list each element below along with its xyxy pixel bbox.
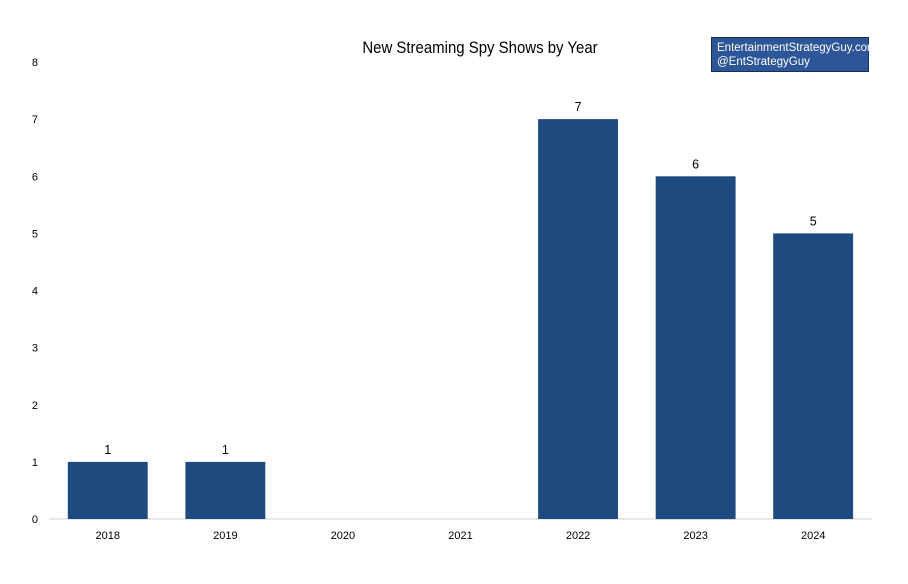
y-tick-label: 3: [32, 343, 38, 355]
data-label-2024: 5: [810, 214, 817, 228]
chart-title: New Streaming Spy Shows by Year: [362, 38, 598, 57]
bar-2019: [185, 461, 266, 519]
data-label-2019: 1: [222, 443, 229, 457]
bar-2024: [773, 233, 854, 519]
x-tick-label-2023: 2023: [683, 530, 707, 542]
y-tick-label: 8: [32, 57, 38, 69]
data-label-2018: 1: [104, 443, 111, 457]
data-label-2023: 6: [692, 157, 699, 171]
x-tick-label-2019: 2019: [213, 530, 237, 542]
y-tick-label: 1: [32, 457, 38, 469]
y-tick-label: 5: [32, 228, 38, 240]
y-tick-label: 6: [32, 171, 38, 183]
bar-2022: [538, 119, 618, 519]
x-tick-label-2020: 2020: [331, 530, 355, 542]
y-tick-label: 4: [32, 286, 38, 298]
x-tick-label-2021: 2021: [448, 530, 472, 542]
y-tick-label: 2: [32, 400, 38, 412]
x-tick-label-2022: 2022: [566, 530, 590, 542]
bar-2023: [655, 176, 736, 520]
data-label-2022: 7: [575, 100, 582, 114]
bar-2018: [67, 461, 148, 519]
y-tick-label: 0: [32, 514, 38, 526]
watermark-website: EntertainmentStrategyGuy.com: [717, 42, 877, 54]
x-tick-label-2024: 2024: [801, 530, 825, 542]
watermark-box: EntertainmentStrategyGuy.com @EntStrateg…: [711, 37, 877, 72]
watermark-handle: @EntStrategyGuy: [717, 56, 810, 68]
x-tick-label-2018: 2018: [96, 530, 120, 542]
y-tick-label: 7: [32, 114, 38, 126]
